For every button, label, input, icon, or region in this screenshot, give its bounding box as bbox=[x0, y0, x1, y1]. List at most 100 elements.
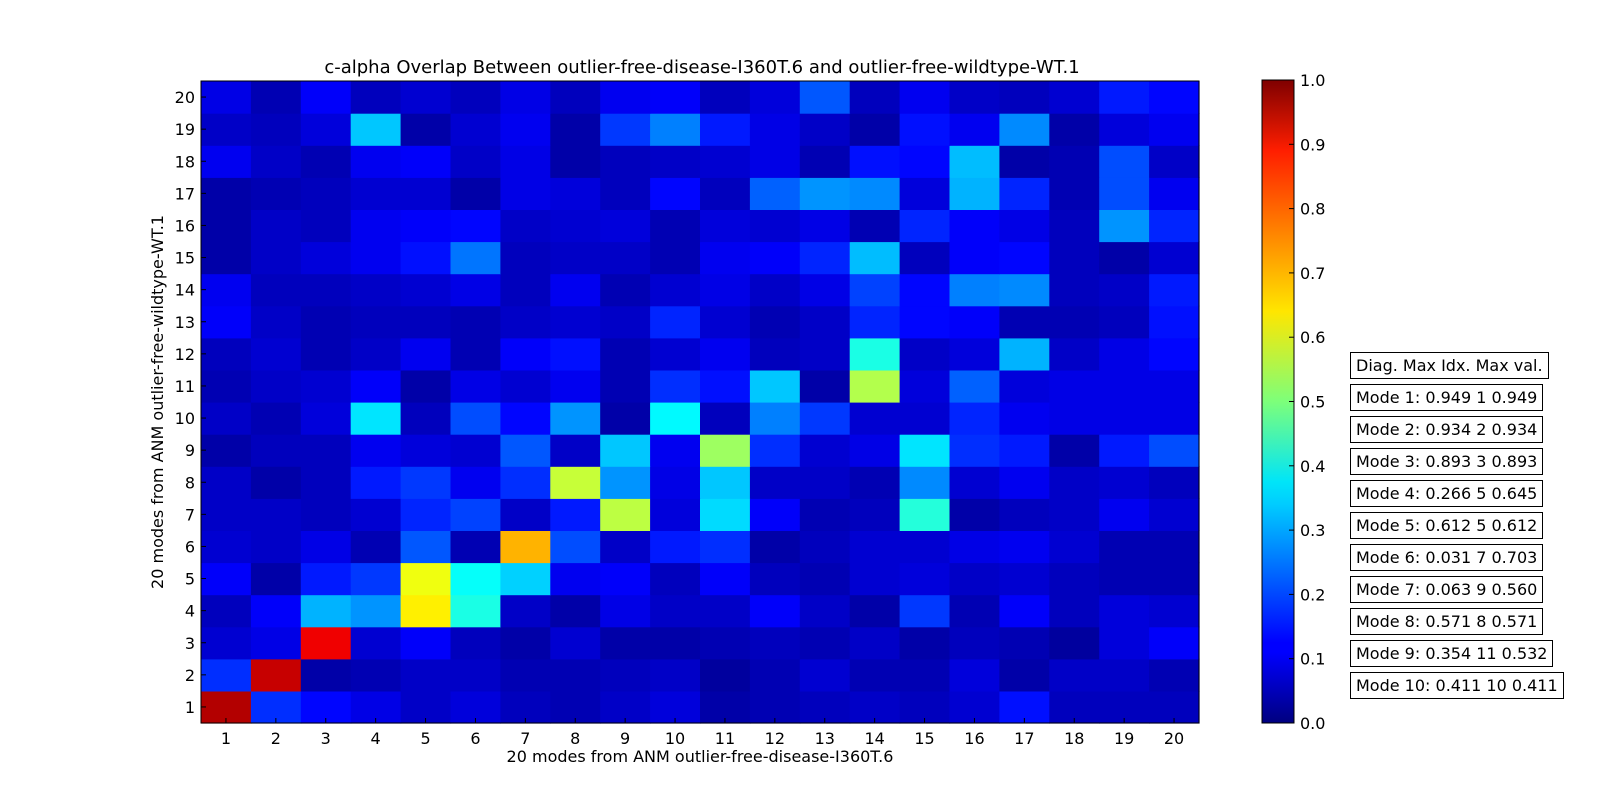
heatmap-cell bbox=[949, 113, 1000, 146]
heatmap-cell bbox=[799, 562, 851, 596]
heatmap-cell bbox=[550, 626, 601, 660]
heatmap-cell bbox=[1049, 530, 1100, 564]
heatmap-cell bbox=[450, 594, 501, 628]
heatmap-cell bbox=[1149, 626, 1200, 660]
heatmap-cell bbox=[949, 530, 1000, 564]
x-axis-ticks: 1 2 3 4 5 6 7 8 9 10 11 12 13 14 15 16 17 18 19 20 bbox=[221, 718, 1184, 748]
y-tick-label: 11 bbox=[175, 377, 195, 396]
heatmap-cell bbox=[999, 658, 1050, 692]
heatmap-cell bbox=[1099, 434, 1150, 467]
heatmap-cell bbox=[450, 209, 501, 243]
heatmap-cell bbox=[749, 466, 801, 499]
heatmap-cell bbox=[600, 113, 651, 146]
heatmap-cell bbox=[600, 434, 651, 467]
heatmap-cell bbox=[899, 145, 951, 178]
heatmap-cell bbox=[1149, 81, 1200, 114]
heatmap-cell bbox=[899, 562, 951, 596]
heatmap-cell bbox=[450, 81, 501, 114]
y-tick-label: 8 bbox=[185, 473, 195, 492]
heatmap-cell bbox=[799, 434, 851, 467]
heatmap-cell bbox=[300, 273, 352, 307]
heatmap-cell bbox=[201, 369, 252, 403]
heatmap-cell bbox=[949, 402, 1000, 435]
colorbar-tick-label: 0.2 bbox=[1300, 585, 1325, 604]
heatmap-cell bbox=[201, 177, 252, 210]
heatmap-cell bbox=[700, 177, 751, 210]
y-tick-label: 4 bbox=[185, 602, 195, 621]
heatmap-cell bbox=[799, 530, 851, 564]
heatmap-cell bbox=[799, 305, 851, 339]
y-tick-label: 6 bbox=[185, 537, 195, 556]
heatmap-cell bbox=[949, 434, 1000, 467]
y-tick-label: 1 bbox=[185, 698, 195, 717]
legend-entry: Mode 9: 0.354 11 0.532 bbox=[1350, 640, 1554, 667]
heatmap-cell bbox=[650, 498, 701, 531]
heatmap-cell bbox=[799, 209, 851, 243]
heatmap-cell bbox=[949, 177, 1000, 210]
heatmap-cell bbox=[749, 402, 801, 435]
heatmap-cell bbox=[1049, 241, 1100, 275]
y-tick-label: 20 bbox=[175, 88, 195, 107]
heatmap-cell bbox=[600, 337, 651, 371]
heatmap-cell bbox=[1099, 145, 1150, 178]
heatmap-cell bbox=[799, 369, 851, 403]
heatmap-cell bbox=[700, 466, 751, 499]
heatmap-cell bbox=[250, 273, 302, 307]
heatmap-cell bbox=[749, 337, 801, 371]
heatmap-cell bbox=[650, 658, 701, 692]
heatmap-cell bbox=[949, 562, 1000, 596]
heatmap-cell bbox=[700, 594, 751, 628]
heatmap-cell bbox=[999, 113, 1050, 146]
heatmap-cell bbox=[300, 466, 352, 499]
y-tick-label: 19 bbox=[175, 120, 195, 139]
heatmap-cell bbox=[1099, 81, 1150, 114]
heatmap-cell bbox=[600, 209, 651, 243]
heatmap-cell bbox=[999, 273, 1050, 307]
x-tick-label: 12 bbox=[765, 729, 785, 748]
heatmap-cell bbox=[450, 402, 501, 435]
heatmap-cell bbox=[1149, 466, 1200, 499]
heatmap-cell bbox=[250, 305, 302, 339]
heatmap-cell bbox=[999, 241, 1050, 275]
heatmap-cell bbox=[201, 402, 252, 435]
heatmap-cell bbox=[600, 177, 651, 210]
heatmap-cell bbox=[600, 273, 651, 307]
heatmap-cell bbox=[450, 113, 501, 146]
heatmap-cell bbox=[650, 81, 701, 114]
x-tick-label: 18 bbox=[1064, 729, 1084, 748]
x-tick-label: 14 bbox=[864, 729, 884, 748]
y-tick-label: 2 bbox=[185, 666, 195, 685]
heatmap-cell bbox=[999, 594, 1050, 628]
heatmap-cell bbox=[300, 626, 352, 660]
heatmap-cell bbox=[849, 337, 901, 371]
heatmap-cell bbox=[1099, 337, 1150, 371]
heatmap-cell bbox=[949, 209, 1000, 243]
x-tick-label: 6 bbox=[470, 729, 480, 748]
legend-entry: Mode 2: 0.934 2 0.934 bbox=[1350, 416, 1544, 443]
heatmap-cell bbox=[1099, 562, 1150, 596]
y-tick-label: 5 bbox=[185, 570, 195, 589]
heatmap-cell bbox=[700, 81, 751, 114]
heatmap-cell bbox=[700, 530, 751, 564]
heatmap-cell bbox=[650, 466, 701, 499]
heatmap-cell bbox=[700, 562, 751, 596]
heatmap-cell bbox=[999, 498, 1050, 531]
heatmap-cell bbox=[550, 369, 601, 403]
colorbar-tick-label: 0.1 bbox=[1300, 650, 1325, 669]
heatmap-cell bbox=[400, 145, 452, 178]
heatmap-cell bbox=[350, 562, 402, 596]
heatmap-cell bbox=[799, 498, 851, 531]
heatmap-cell bbox=[201, 113, 252, 146]
heatmap-cell bbox=[1049, 81, 1100, 114]
heatmap-cell bbox=[799, 177, 851, 210]
heatmap-cell bbox=[899, 658, 951, 692]
heatmap-cell bbox=[749, 434, 801, 467]
heatmap-cell bbox=[400, 658, 452, 692]
heatmap-cell bbox=[500, 562, 551, 596]
legend-header: Diag. Max Idx. Max val. bbox=[1350, 352, 1549, 379]
heatmap-cell bbox=[600, 81, 651, 114]
heatmap-cell bbox=[300, 402, 352, 435]
x-tick-label: 19 bbox=[1114, 729, 1134, 748]
heatmap-cell bbox=[250, 466, 302, 499]
heatmap-cell bbox=[849, 113, 901, 146]
